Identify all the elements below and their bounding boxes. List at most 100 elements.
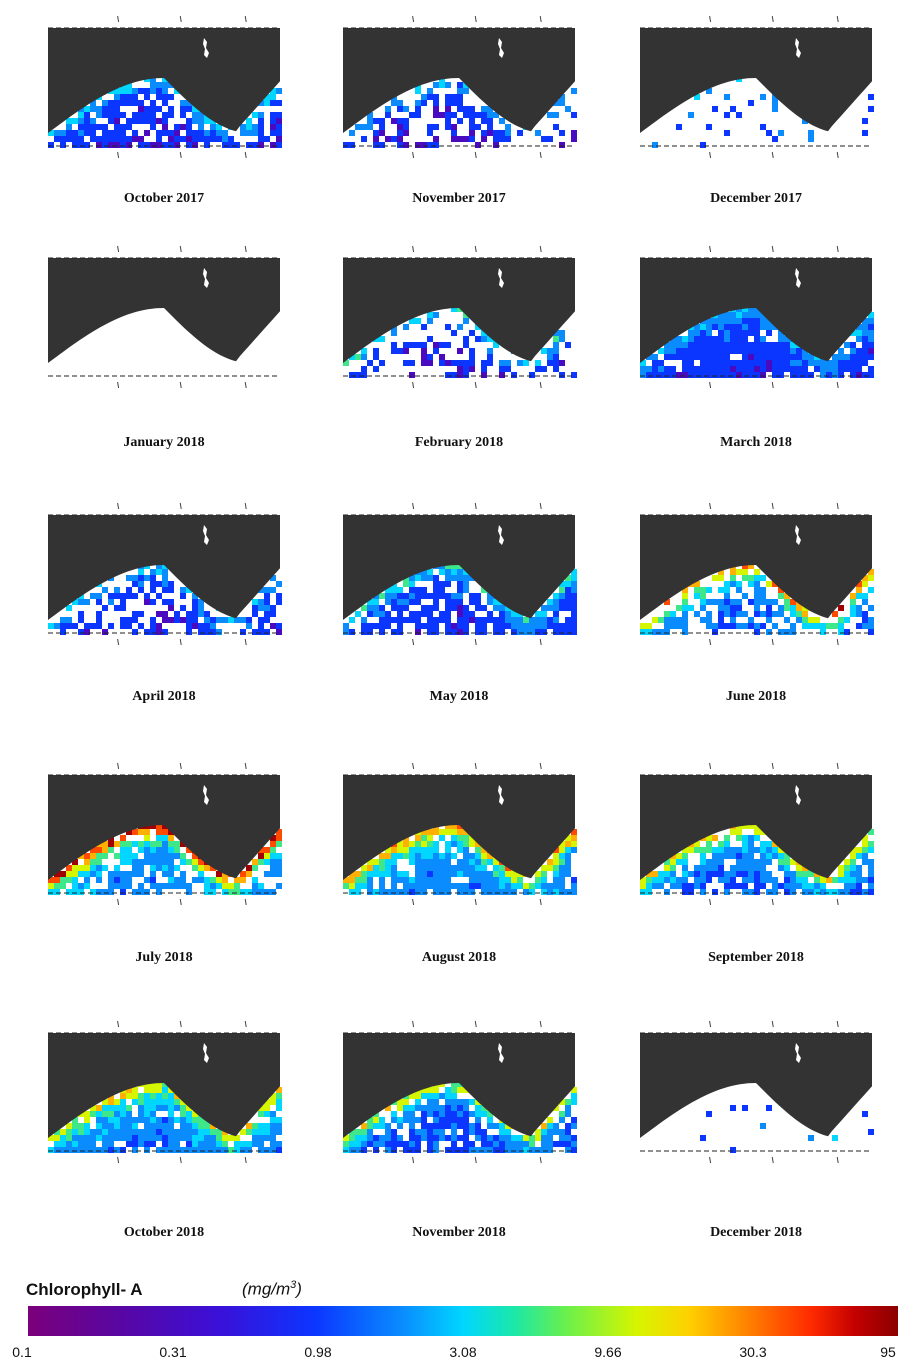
map-tick [412, 15, 415, 23]
map-tick [836, 245, 839, 253]
map-panel [343, 762, 583, 925]
chlorophyll-map [48, 1020, 282, 1164]
lake-shape [203, 525, 209, 545]
map-tick [244, 151, 247, 159]
map-tick [179, 638, 182, 646]
chlorophyll-pixels [343, 823, 577, 895]
map-tick [709, 151, 712, 159]
panel-caption: July 2018 [135, 950, 193, 965]
lake-shape [795, 268, 801, 288]
map-tick [117, 151, 120, 159]
map-tick [179, 15, 182, 23]
map-tick [244, 638, 247, 646]
map-tick [179, 762, 182, 770]
chlorophyll-map [640, 1020, 874, 1164]
chlorophyll-map [48, 502, 282, 646]
chlorophyll-map [640, 762, 874, 906]
colorbar-tick-label: 9.66 [594, 1344, 622, 1360]
map-panel [640, 502, 880, 665]
map-panel [640, 15, 880, 178]
land-mass [640, 258, 872, 363]
map-panel [343, 15, 583, 178]
colorbar-tick-label: 0.98 [304, 1344, 332, 1360]
chlorophyll-pixels [700, 1105, 874, 1153]
map-tick [179, 381, 182, 389]
map-panel [343, 245, 583, 408]
map-tick [709, 15, 712, 23]
land-mass [48, 28, 280, 133]
chlorophyll-pixels [652, 76, 874, 148]
land-mass [343, 258, 575, 363]
map-tick [539, 15, 542, 23]
map-tick [836, 1156, 839, 1164]
panel-caption: November 2017 [412, 191, 506, 206]
map-tick [771, 1156, 774, 1164]
map-tick [244, 381, 247, 389]
map-tick [179, 245, 182, 253]
chlorophyll-map [48, 15, 282, 159]
map-tick [836, 1020, 839, 1028]
map-tick [709, 898, 712, 906]
map-tick [771, 151, 774, 159]
map-tick [244, 1156, 247, 1164]
panel-caption: August 2018 [421, 950, 497, 965]
map-tick [244, 502, 247, 510]
map-tick [539, 381, 542, 389]
chlorophyll-pixels [640, 563, 874, 635]
map-tick [474, 638, 477, 646]
panel-caption: May 2018 [429, 689, 489, 704]
lake-shape [498, 525, 504, 545]
chlorophyll-pixels [640, 306, 874, 378]
lake-shape [203, 38, 209, 58]
panel-caption: February 2018 [414, 435, 504, 450]
map-tick [179, 151, 182, 159]
map-tick [474, 1156, 477, 1164]
map-tick [179, 898, 182, 906]
map-panel [48, 245, 288, 408]
map-panel [343, 502, 583, 665]
chlorophyll-map [343, 1020, 577, 1164]
map-tick [412, 1020, 415, 1028]
map-tick [771, 15, 774, 23]
land-mass [343, 515, 575, 620]
lake-shape [795, 1043, 801, 1063]
map-tick [539, 638, 542, 646]
map-tick [412, 898, 415, 906]
colorbar-tick-label: 95 [880, 1344, 896, 1360]
map-tick [117, 762, 120, 770]
map-tick [771, 762, 774, 770]
map-tick [244, 15, 247, 23]
map-panel [48, 15, 288, 178]
map-tick [117, 638, 120, 646]
map-tick [179, 1020, 182, 1028]
map-tick [836, 381, 839, 389]
chlorophyll-pixels [48, 563, 282, 635]
map-tick [474, 502, 477, 510]
map-panel [640, 1020, 880, 1183]
map-tick [539, 502, 542, 510]
map-tick [412, 1156, 415, 1164]
map-tick [709, 638, 712, 646]
panel-caption: October 2017 [123, 191, 205, 206]
land-mass [48, 515, 280, 620]
chlorophyll-pixels [343, 563, 577, 635]
land-mass [343, 775, 575, 880]
map-tick [539, 151, 542, 159]
map-tick [771, 638, 774, 646]
map-tick [771, 1020, 774, 1028]
map-tick [474, 762, 477, 770]
map-tick [412, 151, 415, 159]
map-tick [709, 1156, 712, 1164]
map-tick [771, 381, 774, 389]
map-tick [412, 638, 415, 646]
panel-caption: September 2018 [708, 950, 804, 965]
lake-shape [498, 38, 504, 58]
map-panel [640, 245, 880, 408]
map-tick [412, 245, 415, 253]
map-tick [539, 1020, 542, 1028]
map-tick [474, 381, 477, 389]
map-tick [539, 245, 542, 253]
map-tick [836, 898, 839, 906]
map-tick [539, 762, 542, 770]
map-tick [244, 898, 247, 906]
